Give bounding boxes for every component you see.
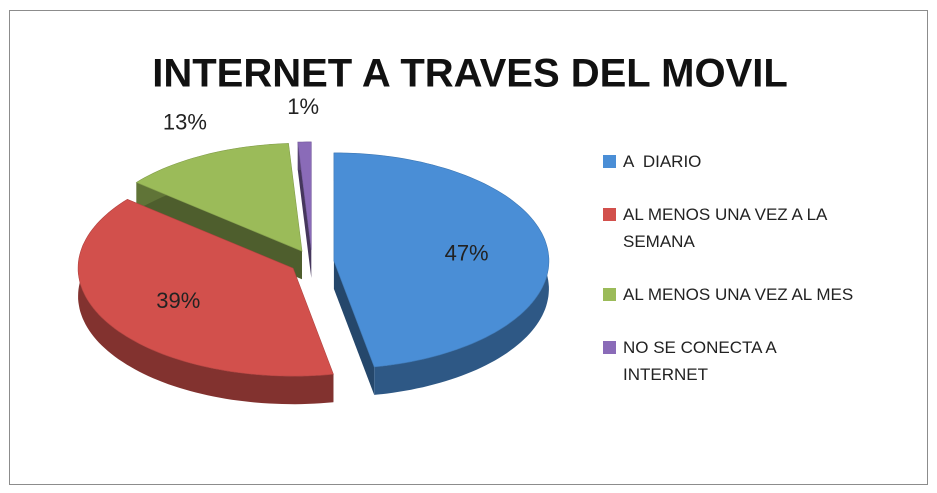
chart-frame	[9, 10, 928, 485]
slice	[297, 141, 312, 250]
legend-swatch	[603, 341, 616, 354]
slice-side	[78, 199, 334, 405]
legend-label: A DIARIO	[623, 152, 702, 171]
legend-swatch	[603, 155, 616, 168]
data-label: 39%	[156, 288, 200, 313]
legend-entry: AL MENOS UNA VEZ AL MES	[603, 281, 858, 308]
legend-label: AL MENOS UNA VEZ AL MES	[623, 285, 854, 304]
slice-side	[297, 142, 312, 278]
legend-label: AL MENOS UNA VEZ A LA SEMANA	[623, 205, 832, 251]
legend-entry: NO SE CONECTA A INTERNET	[603, 334, 858, 388]
legend: A DIARIO AL MENOS UNA VEZ A LA SEMANA AL M…	[603, 148, 858, 414]
data-label: 1%	[287, 94, 319, 119]
chart-title: INTERNET A TRAVES DEL MOVIL	[152, 52, 788, 96]
data-label: 13%	[163, 110, 207, 135]
legend-entry: A DIARIO	[603, 148, 858, 175]
data-label: 47%	[445, 240, 489, 265]
legend-swatch	[603, 288, 616, 301]
slice	[135, 143, 303, 252]
legend-entry: AL MENOS UNA VEZ A LA SEMANA	[603, 201, 858, 255]
legend-swatch	[603, 208, 616, 221]
slice	[333, 152, 550, 368]
slice	[77, 198, 334, 377]
slice-side	[333, 260, 375, 395]
legend-label: NO SE CONECTA A INTERNET	[623, 338, 781, 384]
